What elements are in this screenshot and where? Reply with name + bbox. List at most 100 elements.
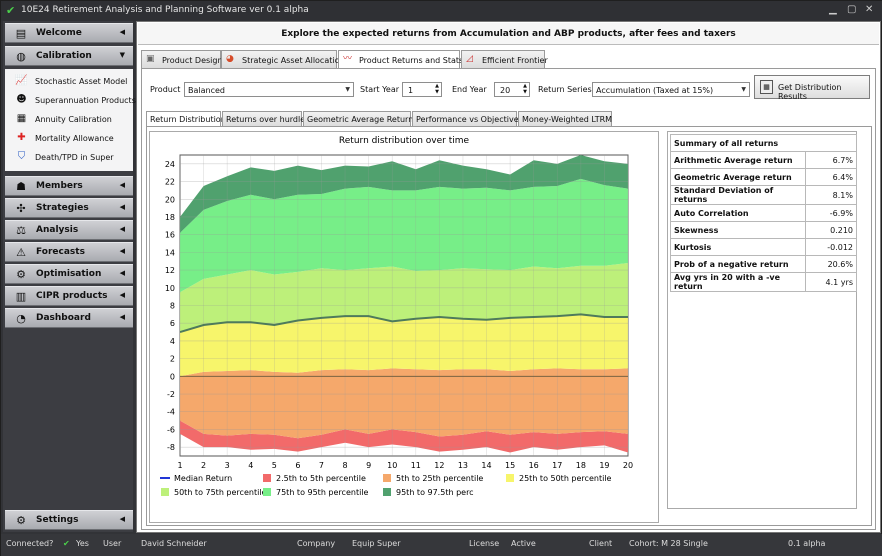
x-tick-label: 8 — [343, 461, 348, 470]
connected-value: Yes — [76, 539, 89, 548]
y-tick-label: 22 — [165, 178, 175, 187]
summary-row-value: -0.012 — [805, 238, 857, 256]
stepper-up-icon[interactable]: ▲ — [435, 83, 439, 89]
sidebar-cat-settings[interactable]: ⚙ Settings ◀ — [5, 510, 133, 530]
y-tick-label: -8 — [167, 443, 175, 452]
sidebar-item-death-tpd[interactable]: ⛉ Death/TPD in Super — [5, 148, 133, 167]
sidebar-cat-label: Settings — [36, 515, 79, 525]
legend-label: 5th to 25th percentile — [396, 474, 483, 483]
y-tick-label: 4 — [170, 337, 175, 346]
version-label: 0.1 alpha — [788, 539, 826, 548]
sidebar-cat-members[interactable]: ☗ Members ◀ — [5, 176, 133, 196]
chevron-left-icon: ◀ — [119, 28, 125, 36]
end-year-stepper[interactable]: 20 ▲ ▼ — [494, 82, 530, 97]
summary-row-label: Standard Deviation of returns — [670, 185, 806, 205]
stepper-down-icon[interactable]: ▼ — [523, 89, 527, 95]
legend-label: 95th to 97.5th perc — [396, 488, 474, 497]
sidebar-cat-calibration[interactable]: ◍ Calibration ▼ — [5, 46, 133, 66]
maximize-icon[interactable]: ▢ — [847, 4, 857, 15]
title-bar: ✔ 10E24 Retirement Analysis and Planning… — [1, 1, 882, 21]
x-tick-label: 9 — [366, 461, 371, 470]
get-distribution-results-button[interactable]: ▦ Get Distribution Results — [754, 75, 870, 101]
y-tick-label: 18 — [165, 213, 175, 222]
summary-row-label: Prob of a negative return — [670, 255, 806, 273]
sidebar-cat-optimisation[interactable]: ⚙ Optimisation ◀ — [5, 264, 133, 284]
subtab-geometric-average-returns[interactable]: Geometric Average Returns — [303, 111, 417, 126]
chevron-left-icon: ◀ — [119, 181, 125, 189]
product-select[interactable]: Balanced ▼ — [184, 82, 354, 97]
sidebar-cat-strategies[interactable]: ✣ Strategies ◀ — [5, 198, 133, 218]
sidebar-cat-analysis[interactable]: ⚖ Analysis ◀ — [5, 220, 133, 240]
tab-label: Product Design — [162, 56, 223, 65]
subtab-returns-over-hurdle[interactable]: Returns over hurdle — [222, 111, 305, 126]
return-series-select[interactable]: Accumulation (Taxed at 15%) ▼ — [592, 82, 750, 97]
summary-row-label: Skewness — [670, 221, 806, 239]
license-value: Active — [511, 539, 536, 548]
page-header: Explore the expected returns from Accumu… — [138, 23, 879, 45]
calculator-icon: ▦ — [760, 80, 773, 94]
x-tick-label: 2 — [201, 461, 206, 470]
sidebar-cat-cipr-products[interactable]: ▥ CIPR products ◀ — [5, 286, 133, 306]
user-label: User — [103, 539, 122, 548]
minimize-icon[interactable]: ▁ — [829, 4, 837, 15]
sidebar-item-annuity-calibration[interactable]: ▦ Annuity Calibration — [5, 110, 133, 129]
start-year-stepper[interactable]: 1 ▲ ▼ — [402, 82, 442, 97]
y-tick-label: 12 — [165, 266, 175, 275]
summary-row: Auto Correlation -6.9% — [670, 204, 857, 222]
summary-row-label: Kurtosis — [670, 238, 806, 256]
summary-row-value: 8.1% — [805, 185, 857, 205]
sidebar-item-label: Annuity Calibration — [35, 115, 112, 124]
subtab-money-weighted-ltrm[interactable]: Money-Weighted LTRM — [518, 111, 612, 126]
sidebar-item-superannuation-products[interactable]: ☻ Superannuation Products — [5, 91, 136, 110]
summary-row-label: Geometric Average return — [670, 168, 806, 186]
tab-label: Strategic Asset Allocation — [242, 56, 345, 65]
subtab-return-distribution[interactable]: Return Distribution — [146, 111, 226, 127]
summary-row: Prob of a negative return 20.6% — [670, 255, 857, 273]
x-tick-label: 4 — [248, 461, 253, 470]
sidebar-item-mortality-allowance[interactable]: ✚ Mortality Allowance — [5, 129, 133, 148]
end-year-label: End Year — [452, 85, 487, 94]
stepper-up-icon[interactable]: ▲ — [523, 83, 527, 89]
dropdown-arrow-icon: ▼ — [741, 86, 746, 93]
y-tick-label: 10 — [165, 284, 175, 293]
tab-product-returns-and-stats[interactable]: 〰 Product Returns and Stats — [338, 50, 464, 69]
license-label: License — [469, 539, 500, 548]
client-value: Cohort: M 28 Single — [629, 539, 708, 548]
legend-label: 75th to 95th percentile — [276, 488, 369, 497]
legend-swatch — [383, 474, 391, 482]
tab-product-design[interactable]: ▣ Product Design — [141, 50, 223, 68]
chevron-left-icon: ◀ — [119, 225, 125, 233]
sidebar-cat-dashboard[interactable]: ◔ Dashboard ◀ — [5, 308, 133, 328]
y-tick-label: -6 — [167, 425, 175, 434]
tab-label: Product Returns and Stats — [359, 56, 464, 65]
get-button-label: Get Distribution Results — [778, 83, 842, 101]
tab-efficient-frontier[interactable]: ◿ Efficient Frontier — [461, 50, 548, 68]
pie-chart-icon: ◕ — [226, 54, 234, 64]
x-tick-label: 11 — [411, 461, 421, 470]
stepper-down-icon[interactable]: ▼ — [435, 89, 439, 95]
legend-swatch — [383, 488, 391, 496]
summary-row: Avg yrs in 20 with a -ve return 4.1 yrs — [670, 272, 857, 292]
sidebar-cat-forecasts[interactable]: ⚠ Forecasts ◀ — [5, 242, 133, 262]
y-tick-label: 0 — [170, 372, 175, 381]
chart-icon: 📈 — [15, 75, 28, 86]
summary-row: Arithmetic Average return 6.7% — [670, 151, 857, 169]
sidebar-cat-welcome[interactable]: ▤ Welcome ◀ — [5, 23, 133, 43]
x-tick-label: 13 — [458, 461, 468, 470]
close-icon[interactable]: ✕ — [865, 4, 874, 15]
band-3 — [180, 263, 628, 333]
legend-label: 25th to 50th percentile — [519, 474, 612, 483]
chevron-left-icon: ◀ — [119, 269, 125, 277]
subtab-performance-vs-objectives[interactable]: Performance vs Objectives — [412, 111, 523, 126]
sidebar-item-label: Superannuation Products — [35, 96, 136, 105]
connected-check-icon: ✔ — [63, 539, 70, 548]
sidebar-item-label: Mortality Allowance — [35, 134, 114, 143]
summary-row: Skewness 0.210 — [670, 221, 857, 239]
summary-table: Summary of all returns Arithmetic Averag… — [670, 134, 857, 292]
shield-icon: ⛉ — [17, 151, 26, 162]
sidebar-item-stochastic-asset-model[interactable]: 📈 Stochastic Asset Model — [5, 72, 133, 91]
company-value: Equip Super — [352, 539, 401, 548]
gauge-icon: ◍ — [16, 50, 26, 63]
tab-strategic-asset-allocation[interactable]: ◕ Strategic Asset Allocation — [221, 50, 345, 68]
sidebar-cat-label: Strategies — [36, 203, 89, 213]
